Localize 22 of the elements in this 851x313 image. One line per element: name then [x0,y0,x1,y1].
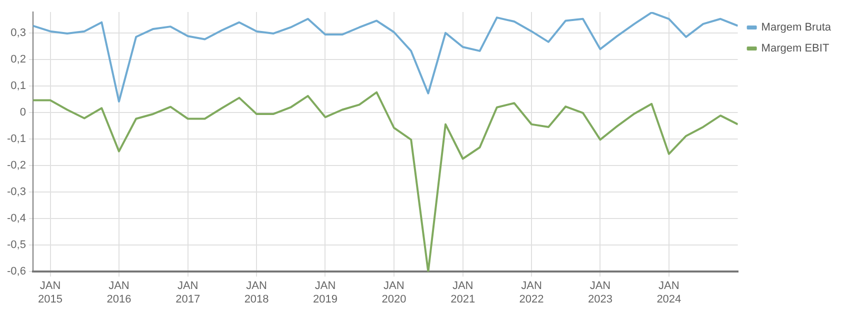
x-tick-label: JAN 2016 [106,280,132,306]
legend-label: Margem EBIT [761,42,830,55]
x-tick-label: JAN 2021 [450,280,476,306]
x-tick-label: JAN 2022 [519,280,544,306]
y-tick-label: -0,2 [6,160,26,172]
y-tick-label: 0 [20,106,26,119]
y-tick-label: -0,4 [6,212,26,225]
x-tick-label: JAN 2024 [656,280,682,306]
y-tick-label: 0,3 [10,27,26,40]
x-tick-label: JAN 2018 [244,280,269,306]
legend-label: Margem Bruta [761,22,832,34]
y-tick-label: -0,5 [6,239,26,252]
x-tick-label: JAN 2020 [382,280,406,306]
x-tick-label: JAN 2017 [176,280,200,306]
y-tick-label: 0,2 [10,54,26,66]
y-tick-label: -0,6 [6,266,26,278]
x-tick-label: JAN 2019 [313,280,338,306]
y-tick-label: -0,1 [6,133,26,146]
x-tick-label: JAN 2023 [588,280,612,306]
x-tick-label: JAN 2015 [38,280,63,306]
y-tick-label: -0,3 [6,186,26,198]
y-tick-label: 0,1 [10,80,26,92]
